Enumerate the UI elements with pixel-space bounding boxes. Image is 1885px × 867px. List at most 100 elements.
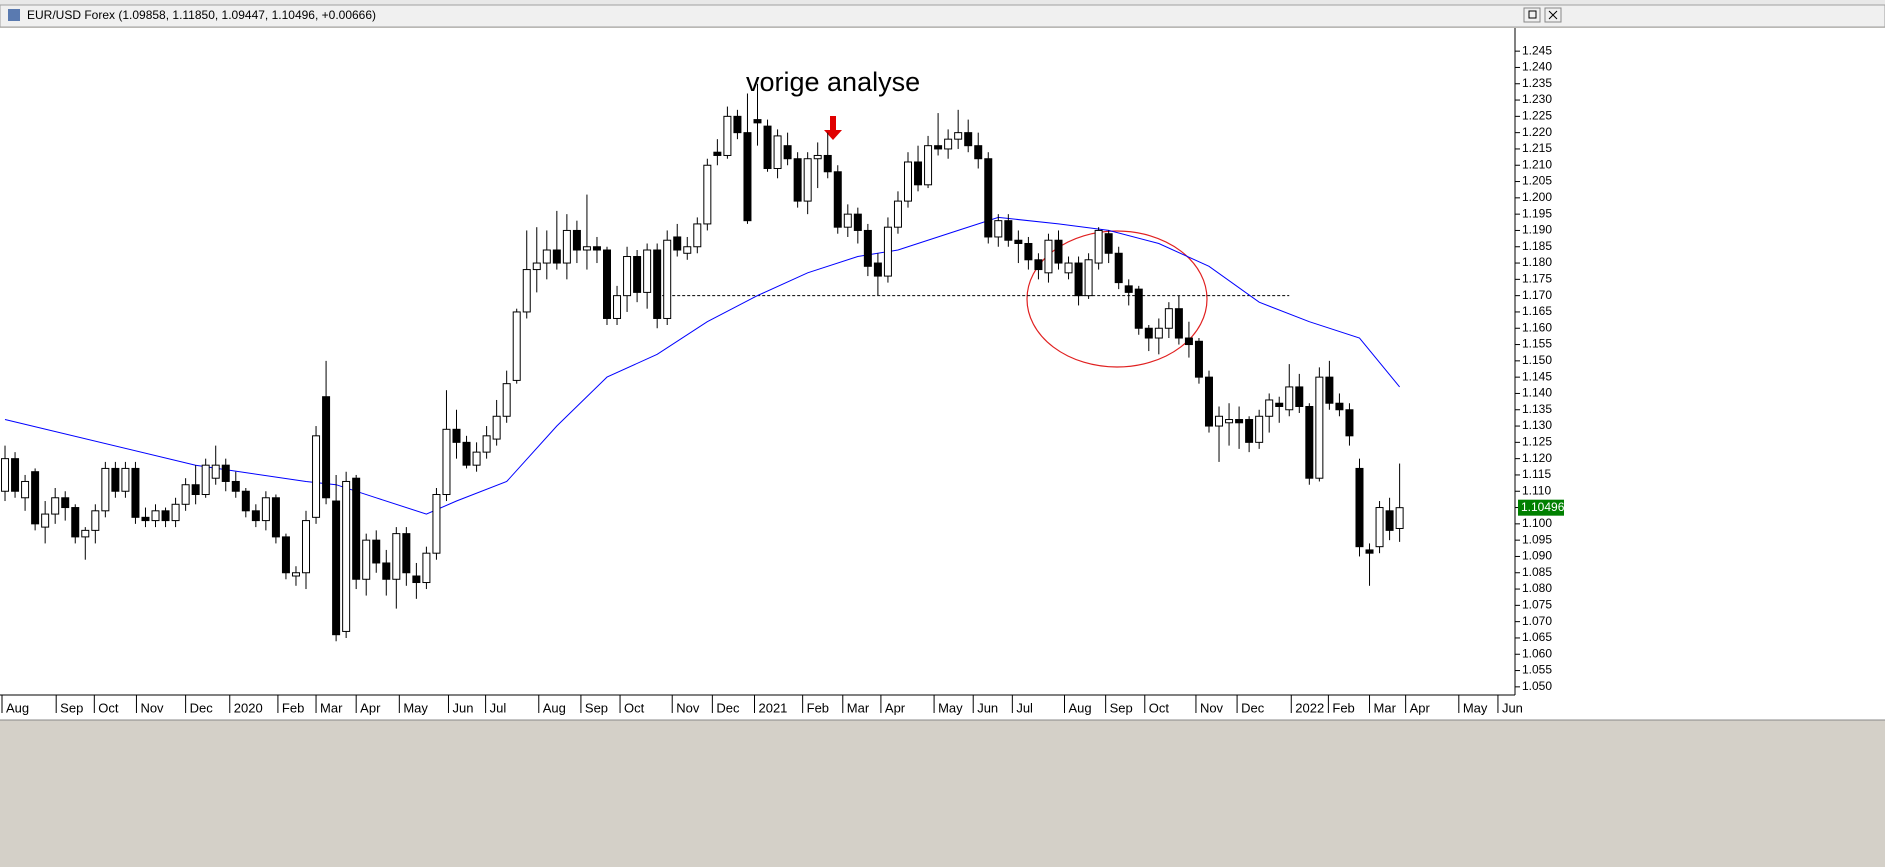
candle-body	[512, 311, 521, 381]
y-tick-label: 1.230	[1522, 92, 1552, 106]
candle-body	[1365, 549, 1374, 554]
candle-body	[843, 213, 852, 228]
y-tick-label: 1.175	[1522, 272, 1552, 286]
moving-average	[4, 216, 1400, 515]
y-tick-label: 1.215	[1522, 141, 1552, 155]
x-tick-label: Jun	[977, 700, 998, 715]
candle-body	[883, 226, 892, 277]
candle-body	[352, 477, 361, 580]
candle-body	[141, 516, 150, 522]
candle-body	[1345, 409, 1354, 437]
x-tick-label: May	[403, 700, 428, 715]
candle-body	[1034, 259, 1043, 271]
candle-body	[1154, 327, 1163, 339]
candle-body	[1044, 239, 1053, 274]
close-icon	[1548, 10, 1558, 20]
candle-body	[271, 497, 280, 538]
candle-body	[603, 249, 612, 319]
candle-body	[422, 552, 431, 584]
candle-body	[241, 490, 250, 512]
candle-body	[1184, 337, 1193, 346]
candle-body	[633, 256, 642, 293]
x-tick-label: Feb	[282, 700, 304, 715]
last-price-box	[1518, 499, 1564, 516]
plot-bg	[0, 28, 1885, 720]
candle-body	[191, 484, 200, 496]
x-tick-label: Nov	[1200, 700, 1224, 715]
candle-body	[823, 154, 832, 173]
candle-body	[733, 115, 742, 134]
x-tick-label: Feb	[807, 700, 829, 715]
highlight-circle	[1026, 230, 1208, 368]
candle-body	[322, 396, 331, 499]
candle-body	[613, 295, 622, 319]
x-tick-label: May	[1463, 700, 1488, 715]
candle-body	[572, 229, 581, 251]
candle-body	[452, 428, 461, 443]
candle-body	[312, 435, 321, 518]
candle-body	[51, 497, 60, 515]
candle-body	[131, 467, 140, 518]
candle-body	[1295, 386, 1304, 407]
y-tick-label: 1.195	[1522, 206, 1552, 220]
candle-body	[582, 246, 591, 251]
candle-body	[1054, 239, 1063, 264]
candle-body	[412, 575, 421, 584]
candle-body	[1104, 233, 1113, 254]
x-tick-label: Mar	[320, 700, 343, 715]
candle-body	[1355, 467, 1364, 548]
candle-body	[382, 562, 391, 580]
candle-body	[984, 158, 993, 238]
annotation-arrow	[824, 116, 842, 140]
candle-body	[362, 539, 371, 580]
y-tick-label: 1.100	[1522, 516, 1552, 530]
candle-body	[1174, 308, 1183, 339]
candle-body	[954, 132, 963, 140]
candle-body	[1194, 340, 1203, 378]
candle-body	[673, 236, 682, 251]
x-tick-label: 2021	[758, 700, 787, 715]
candle-body	[121, 467, 130, 492]
candle-body	[1225, 419, 1234, 424]
candle-body	[281, 536, 290, 574]
last-price-label: 1.10496	[1521, 500, 1565, 514]
candle-body	[974, 145, 983, 160]
x-tick-label: Oct	[624, 700, 645, 715]
x-tick-label: Mar	[847, 700, 870, 715]
candle-body	[261, 497, 270, 522]
candle-body	[1325, 376, 1334, 404]
candle-body	[743, 132, 752, 222]
candle-body	[372, 539, 381, 564]
y-tick-label: 1.120	[1522, 451, 1552, 465]
candle-body	[542, 249, 551, 264]
candle-body	[783, 145, 792, 160]
y-tick-label: 1.160	[1522, 320, 1552, 334]
candle-body	[643, 249, 652, 293]
candle-body	[1014, 239, 1023, 244]
candle-body	[964, 132, 973, 147]
candle-body	[522, 269, 531, 313]
candle-body	[773, 135, 782, 170]
candle-body	[221, 464, 230, 482]
candle-body	[893, 200, 902, 228]
y-tick-label: 1.130	[1522, 418, 1552, 432]
candle-body	[1144, 327, 1153, 339]
y-tick-label: 1.070	[1522, 614, 1552, 628]
restore-button[interactable]	[1523, 7, 1541, 23]
candle-body	[763, 125, 772, 170]
candle-body	[31, 471, 40, 525]
candle-body	[1375, 507, 1384, 548]
candle-body	[1064, 262, 1073, 274]
y-tick-label: 1.125	[1522, 435, 1552, 449]
x-tick-label: 2022	[1295, 700, 1324, 715]
candle-body	[1315, 376, 1324, 479]
y-tick-label: 1.080	[1522, 581, 1552, 595]
tab-strip	[0, 0, 1885, 6]
x-tick-label: Dec	[716, 700, 740, 715]
candle-body	[302, 520, 311, 574]
x-tick-label: Apr	[885, 700, 906, 715]
x-tick-label: Mar	[1374, 700, 1397, 715]
candle-body	[211, 464, 220, 479]
y-tick-label: 1.050	[1522, 679, 1552, 693]
y-tick-label: 1.225	[1522, 109, 1552, 123]
